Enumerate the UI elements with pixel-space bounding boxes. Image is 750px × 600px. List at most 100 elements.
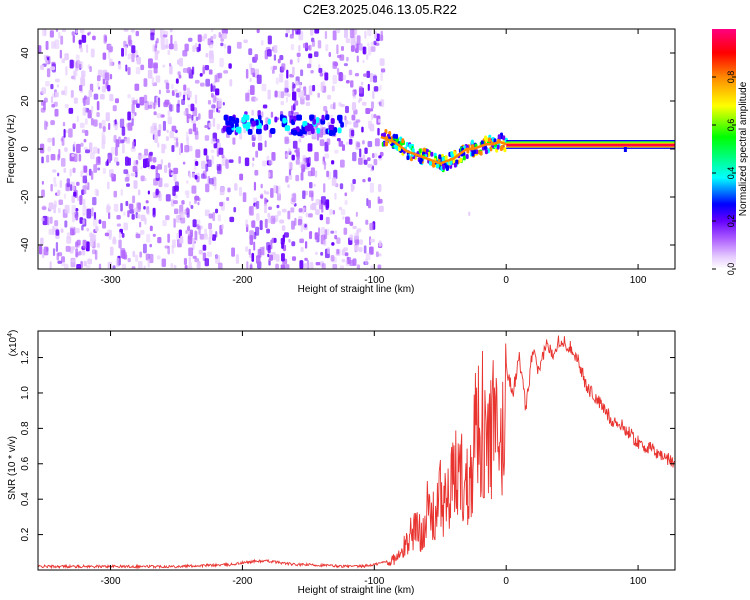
noise-cell [90,237,94,247]
noise-cell [112,105,117,112]
band-cell [230,121,234,128]
noise-cell [336,44,339,55]
noise-cell [207,251,212,257]
noise-cell [185,131,189,142]
noise-cell [152,207,156,217]
noise-cell [86,227,90,232]
noise-cell [103,34,107,44]
noise-cell [221,154,225,159]
noise-cell [160,44,166,50]
noise-cell [149,243,153,248]
noise-cell [52,225,55,235]
noise-cell [238,156,241,164]
noise-cell [186,180,189,184]
noise-cell [334,149,339,154]
noise-cell [378,118,381,123]
noise-cell [362,140,365,145]
noise-cell [80,142,84,147]
noise-cell [180,142,183,153]
noise-cell [83,138,87,143]
noise-cell [144,100,149,111]
noise-cell [298,81,302,89]
noise-cell [267,212,271,218]
noise-cell [260,183,263,189]
noise-cell [131,266,136,269]
noise-cell [288,174,293,180]
x-tick-label: 0 [503,275,509,286]
noise-cell [192,255,197,259]
noise-cell [189,172,192,179]
noise-cell [121,249,126,259]
noise-cell [298,91,302,98]
noise-cell [245,92,250,102]
noise-cell [174,181,179,191]
noise-cell [140,175,145,182]
noise-cell [91,249,97,255]
noise-cell [267,49,272,57]
noise-cell [245,219,248,228]
noise-cell [315,261,321,266]
noise-cell [90,171,94,180]
noise-cell [374,138,380,147]
noise-cell [172,186,176,196]
noise-cell [154,45,157,52]
noise-cell [367,199,371,209]
noise-cell [277,58,281,64]
noise-cell [217,72,223,79]
noise-cell [186,226,191,231]
noise-cell [250,85,255,96]
band-cell [328,124,335,131]
noise-cell [194,94,198,104]
colorbar-tick-label: 0.4 [726,167,736,180]
noise-cell [162,220,167,227]
noise-cell [199,73,203,77]
noise-cell [169,65,173,75]
noise-cell [58,31,61,39]
noise-cell [374,152,378,158]
noise-cell [359,148,362,158]
noise-cell [280,100,285,106]
band-cell [293,115,297,122]
y-tick-label: 0.2 [20,527,31,541]
noise-cell [85,149,90,154]
signal-cell [465,153,469,159]
noise-cell [332,30,337,41]
snr-y-label: SNR (10 * v/v) [7,436,18,500]
noise-cell [198,43,201,52]
band-cell [301,127,305,134]
noise-cell [332,61,338,69]
noise-cell [300,172,304,181]
noise-cell [85,172,88,176]
noise-cell [301,164,305,173]
noise-cell [357,228,362,233]
noise-cell [173,264,177,269]
noise-cell [269,254,273,261]
noise-cell [87,109,92,119]
noise-cell [234,183,238,191]
noise-cell [91,207,94,217]
noise-cell [81,129,86,134]
noise-cell [380,30,383,41]
noise-cell [48,202,54,210]
noise-cell [332,102,336,110]
noise-cell [108,122,111,131]
noise-cell [380,68,386,73]
noise-cell [299,238,304,244]
noise-cell [76,181,80,186]
noise-cell [332,263,338,269]
noise-cell [170,262,173,268]
noise-cell [267,89,271,100]
noise-cell [344,252,349,257]
noise-cell [175,138,179,147]
noise-cell [167,233,170,243]
signal-cell [470,139,474,145]
noise-cell [107,261,112,269]
signal-cell [438,154,442,160]
noise-cell [175,92,180,98]
noise-cell [184,190,190,195]
noise-cell [191,172,196,178]
noise-cell [281,225,286,231]
noise-cell [147,190,150,195]
noise-cell [142,243,147,254]
